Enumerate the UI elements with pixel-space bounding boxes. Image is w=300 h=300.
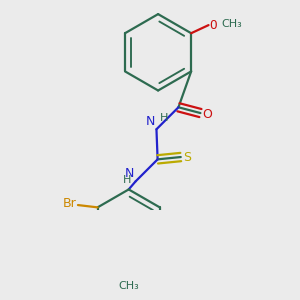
Text: N: N [146, 115, 155, 128]
Text: Br: Br [63, 197, 77, 210]
Text: S: S [183, 151, 191, 164]
Text: O: O [210, 19, 217, 32]
Text: O: O [203, 108, 213, 121]
Text: CH₃: CH₃ [118, 281, 139, 291]
Text: CH₃: CH₃ [221, 19, 242, 29]
Text: N: N [125, 167, 134, 180]
Text: H: H [123, 175, 131, 185]
Text: H: H [160, 113, 168, 124]
